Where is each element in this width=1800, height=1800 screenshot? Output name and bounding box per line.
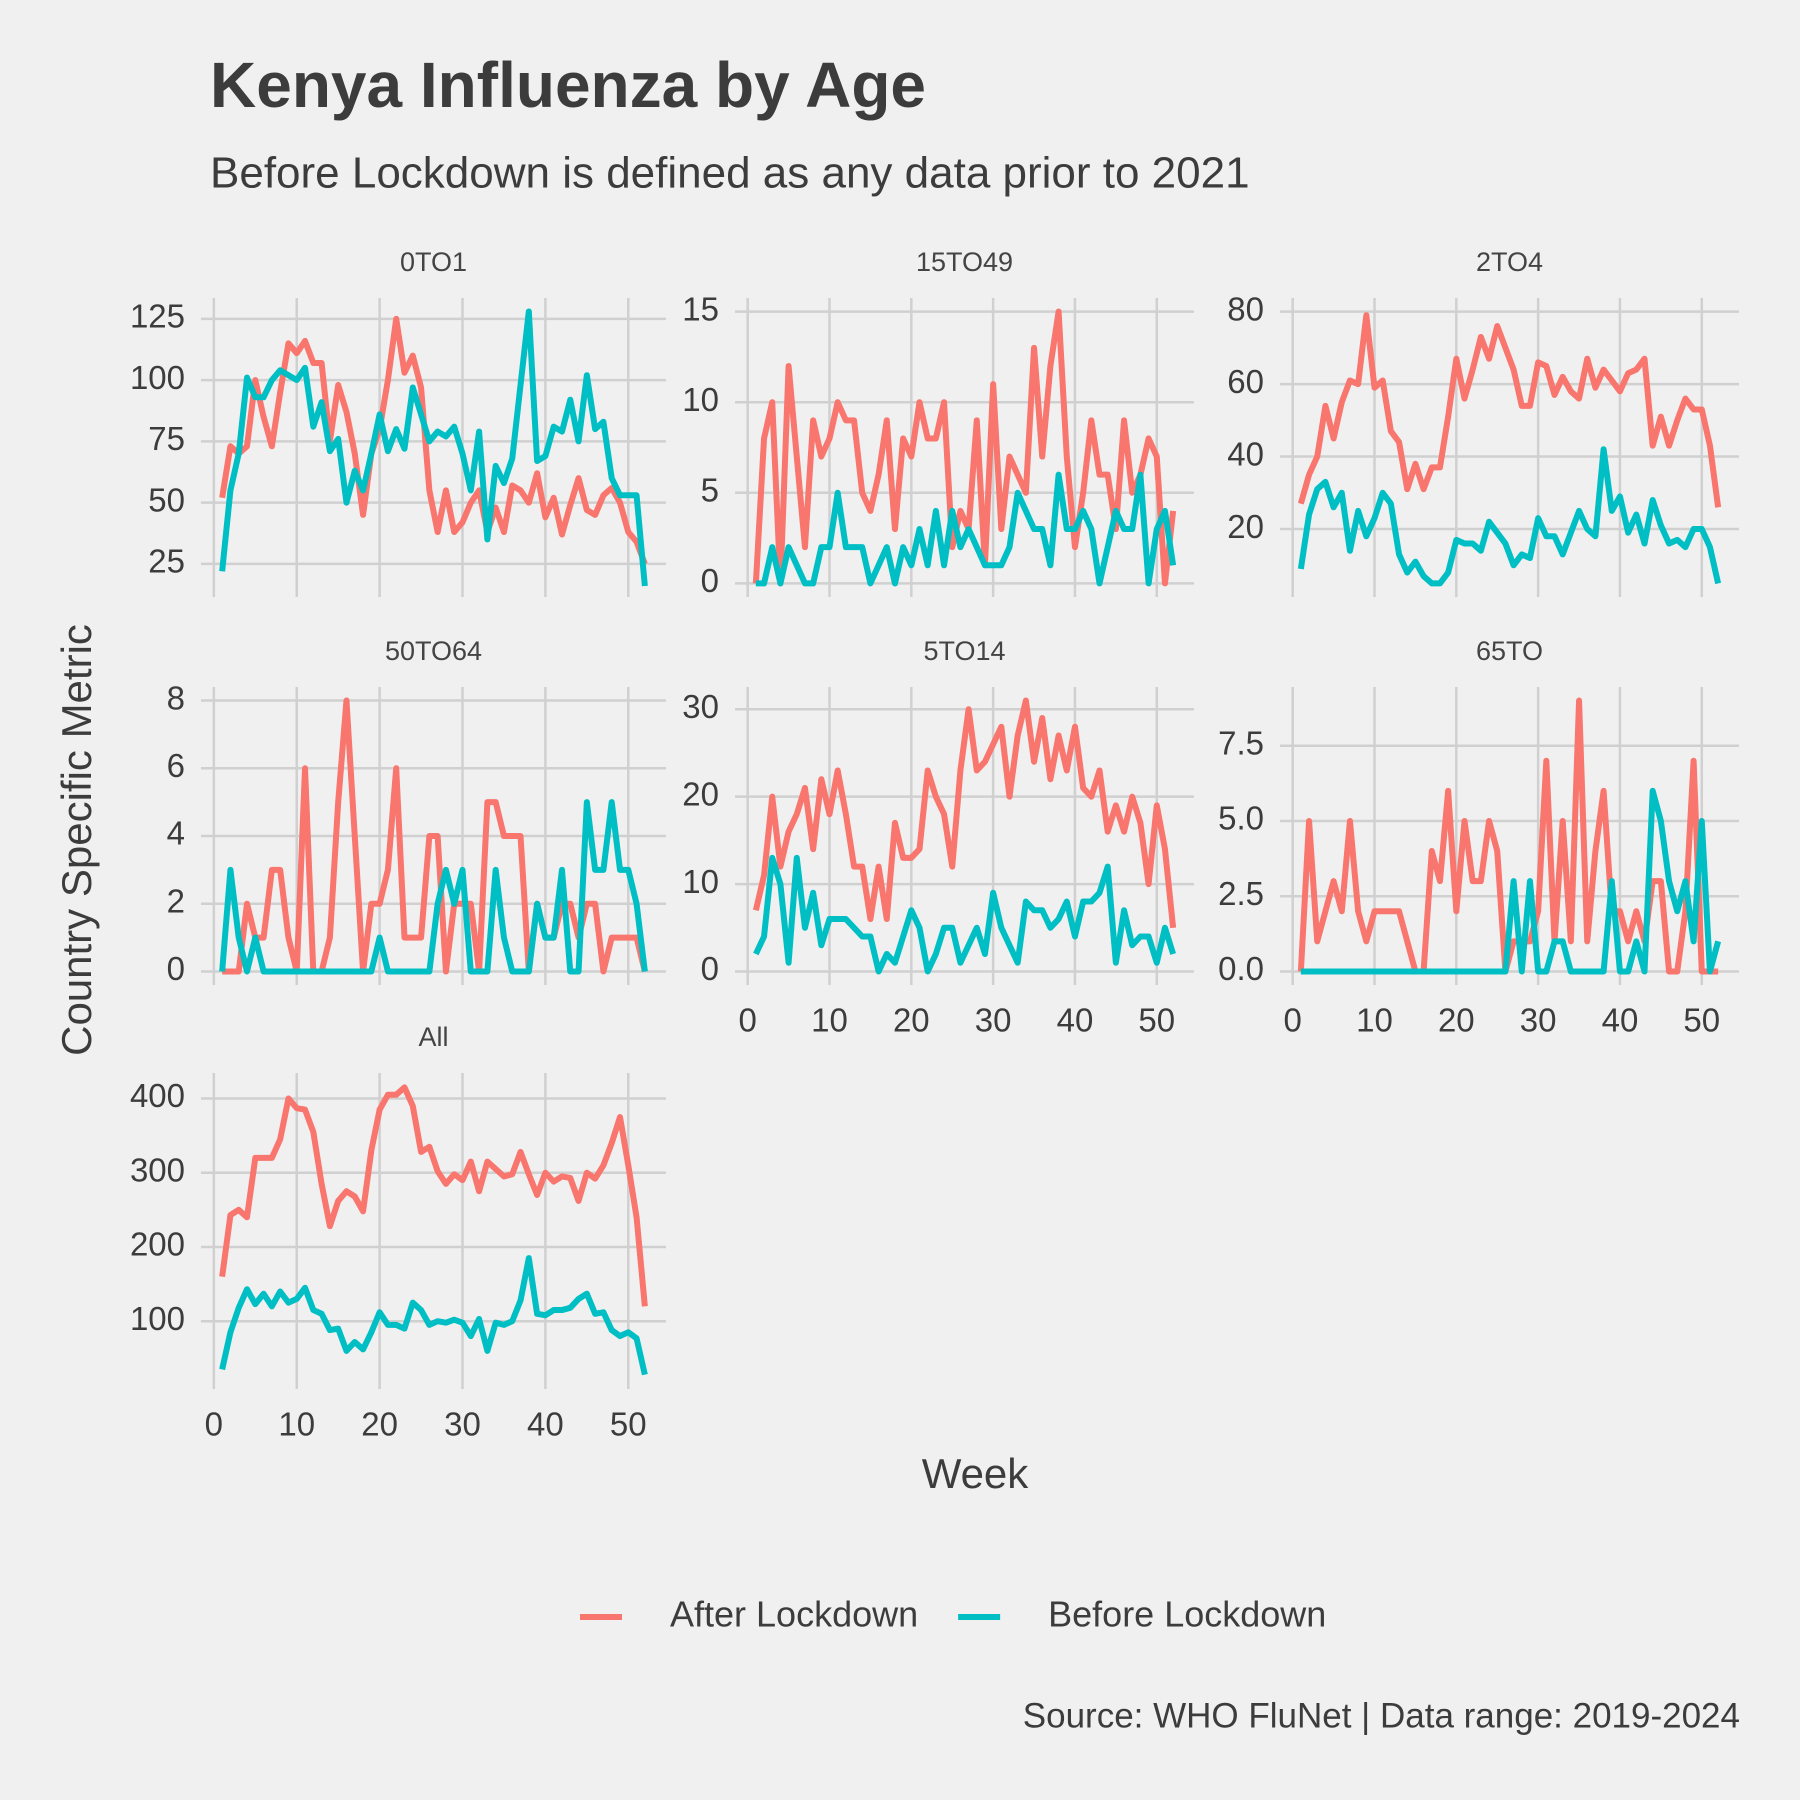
facet-label: 2TO4 xyxy=(1476,247,1543,277)
y-tick-label: 6 xyxy=(167,747,185,784)
line xyxy=(219,1255,648,1376)
y-tick-label: 40 xyxy=(1227,435,1264,472)
y-tick-label: 5 xyxy=(701,472,719,509)
y-tick-label: 100 xyxy=(130,1300,185,1337)
caption: Source: WHO FluNet | Data range: 2019-20… xyxy=(1023,1696,1740,1735)
y-tick-label: 2 xyxy=(167,882,185,919)
facet-label: 50TO64 xyxy=(385,636,482,666)
y-tick-label: 8 xyxy=(167,679,185,716)
x-tick-label: 40 xyxy=(1602,1002,1639,1039)
x-tick-label: 0 xyxy=(739,1002,757,1039)
y-tick-label: 30 xyxy=(682,688,719,725)
line xyxy=(219,1084,648,1307)
line xyxy=(1300,787,1722,975)
chart-subtitle: Before Lockdown is defined as any data p… xyxy=(210,149,1250,198)
facet-label: 5TO14 xyxy=(923,636,1005,666)
y-axis-title: Country Specific Metric xyxy=(53,624,100,1056)
line xyxy=(755,471,1177,587)
y-tick-label: 200 xyxy=(130,1226,185,1263)
y-tick-label: 60 xyxy=(1227,363,1264,400)
line xyxy=(222,697,648,975)
y-tick-label: 0 xyxy=(701,950,719,987)
x-tick-label: 20 xyxy=(893,1002,930,1039)
y-tick-label: 10 xyxy=(682,381,719,418)
y-tick-label: 80 xyxy=(1227,290,1264,327)
y-tick-label: 5.0 xyxy=(1218,800,1264,837)
y-tick-label: 25 xyxy=(148,543,185,580)
facet-label: 0TO1 xyxy=(400,247,467,277)
x-tick-label: 50 xyxy=(1138,1002,1175,1039)
y-tick-label: 75 xyxy=(148,420,185,457)
y-tick-label: 4 xyxy=(167,815,185,852)
x-tick-label: 30 xyxy=(444,1406,481,1443)
y-tick-label: 125 xyxy=(130,298,185,335)
line xyxy=(219,315,648,565)
x-tick-label: 30 xyxy=(975,1002,1012,1039)
x-tick-label: 30 xyxy=(1520,1002,1557,1039)
y-tick-label: 10 xyxy=(682,863,719,900)
y-tick-label: 20 xyxy=(682,775,719,812)
y-tick-label: 100 xyxy=(130,359,185,396)
line xyxy=(752,697,1177,929)
x-tick-label: 10 xyxy=(811,1002,848,1039)
y-tick-label: 0.0 xyxy=(1218,950,1264,987)
y-tick-label: 2.5 xyxy=(1218,875,1264,912)
y-tick-label: 300 xyxy=(130,1151,185,1188)
y-tick-label: 7.5 xyxy=(1218,724,1264,761)
x-tick-label: 50 xyxy=(1683,1002,1720,1039)
x-tick-label: 20 xyxy=(361,1406,398,1443)
x-tick-label: 0 xyxy=(205,1406,223,1443)
line xyxy=(753,854,1177,975)
line xyxy=(1297,312,1722,508)
y-tick-label: 400 xyxy=(130,1077,185,1114)
line xyxy=(219,308,648,587)
legend-label: After Lockdown xyxy=(670,1594,918,1635)
x-tick-label: 10 xyxy=(1356,1002,1393,1039)
x-tick-label: 0 xyxy=(1284,1002,1302,1039)
x-tick-label: 40 xyxy=(527,1406,564,1443)
x-axis-title: Week xyxy=(922,1450,1030,1497)
facet-label: All xyxy=(418,1022,448,1052)
facet-label: 65TO xyxy=(1476,636,1543,666)
facet-label: 15TO49 xyxy=(916,247,1013,277)
y-tick-label: 50 xyxy=(148,481,185,518)
legend-label: Before Lockdown xyxy=(1048,1594,1326,1635)
line xyxy=(219,799,648,975)
y-tick-label: 20 xyxy=(1227,508,1264,545)
line xyxy=(1297,446,1722,587)
y-tick-label: 0 xyxy=(701,562,719,599)
y-tick-label: 0 xyxy=(167,950,185,987)
x-tick-label: 10 xyxy=(278,1406,315,1443)
x-tick-label: 50 xyxy=(610,1406,647,1443)
x-tick-label: 20 xyxy=(1438,1002,1475,1039)
x-tick-label: 40 xyxy=(1057,1002,1094,1039)
chart-title: Kenya Influenza by Age xyxy=(210,49,926,121)
line xyxy=(752,308,1177,587)
y-tick-label: 15 xyxy=(682,290,719,327)
